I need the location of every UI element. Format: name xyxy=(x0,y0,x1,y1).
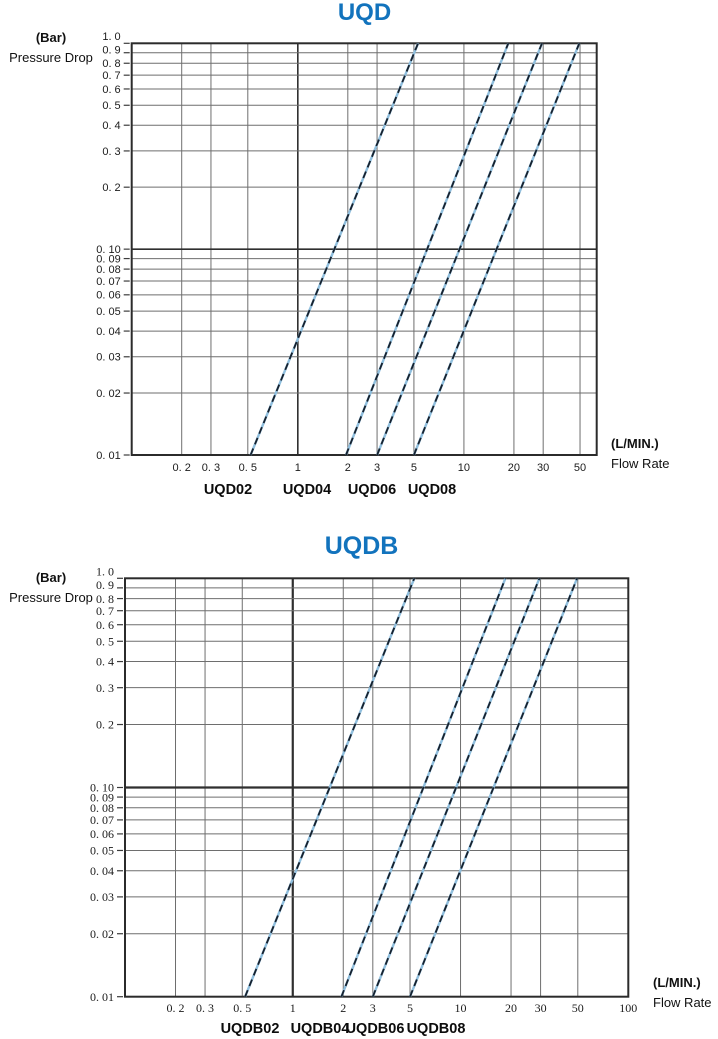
svg-text:0. 10: 0. 10 xyxy=(96,244,120,256)
svg-text:0. 05: 0. 05 xyxy=(96,306,120,318)
svg-text:0. 04: 0. 04 xyxy=(90,864,114,878)
svg-text:0. 5: 0. 5 xyxy=(96,634,114,648)
series-label-uqd02: UQD02 xyxy=(203,482,253,498)
svg-text:1: 1 xyxy=(290,1001,296,1015)
svg-text:20: 20 xyxy=(505,1001,517,1015)
flow-rate-axis-label: (L/MIN.) Flow Rate xyxy=(653,975,718,1010)
svg-text:0. 3: 0. 3 xyxy=(96,681,114,695)
pressure-name-label: Pressure Drop xyxy=(9,590,93,605)
svg-text:0. 8: 0. 8 xyxy=(102,58,120,70)
svg-text:0. 3: 0. 3 xyxy=(196,1001,214,1015)
svg-text:1: 1 xyxy=(295,462,301,474)
uqd-chart-section: UQD (Bar) Pressure Drop 0. 2 0. 3 0. 5 1 2 3 5… xyxy=(0,0,701,498)
svg-text:2: 2 xyxy=(340,1001,346,1015)
svg-text:0. 2: 0. 2 xyxy=(96,718,114,732)
svg-text:0. 10: 0. 10 xyxy=(90,781,114,795)
svg-text:1. 0: 1. 0 xyxy=(102,31,120,43)
pressure-unit-label: (Bar) xyxy=(35,570,67,585)
uqd-plot-area: 0. 2 0. 3 0. 5 1 2 3 5 10 20 30 50 1. 0 0. 90. 80. 7… xyxy=(96,31,598,474)
svg-text:0. 5: 0. 5 xyxy=(233,1001,251,1015)
svg-text:3: 3 xyxy=(374,462,380,474)
svg-text:0. 4: 0. 4 xyxy=(102,120,120,132)
pressure-unit-label: (Bar) xyxy=(35,30,67,45)
svg-text:0. 3: 0. 3 xyxy=(202,462,220,474)
svg-text:0. 7: 0. 7 xyxy=(96,604,114,618)
svg-text:5: 5 xyxy=(411,462,417,474)
uqd-chart-title: UQD xyxy=(337,0,392,26)
series-label-uqdb08: UQDB08 xyxy=(406,1021,466,1037)
series-label-uqdb06: UQDB06 xyxy=(345,1021,405,1037)
svg-text:10: 10 xyxy=(458,462,470,474)
pressure-name-label: Pressure Drop xyxy=(9,50,93,65)
svg-text:100: 100 xyxy=(619,1001,637,1015)
flow-rate-axis-label: (L/MIN.) Flow Rate xyxy=(611,436,701,471)
svg-text:0. 2: 0. 2 xyxy=(167,1001,185,1015)
svg-text:0. 5: 0. 5 xyxy=(239,462,257,474)
svg-text:0. 03: 0. 03 xyxy=(90,890,114,904)
svg-text:0. 09: 0. 09 xyxy=(96,253,120,265)
flow-unit-label: (L/MIN.) xyxy=(653,975,701,990)
svg-text:0. 06: 0. 06 xyxy=(96,290,120,302)
svg-text:0. 01: 0. 01 xyxy=(96,450,120,462)
svg-text:50: 50 xyxy=(574,462,586,474)
svg-text:0. 4: 0. 4 xyxy=(96,655,114,669)
series-label-uqd06: UQD06 xyxy=(347,482,397,498)
uqdb-chart-section: UQDB (Bar) Pressure Drop 0. 2 0. 3 0. 5 1 2 3… xyxy=(0,530,718,1039)
svg-text:20: 20 xyxy=(508,462,520,474)
svg-text:5: 5 xyxy=(407,1001,413,1015)
series-label-uqdb04: UQDB04 xyxy=(290,1021,350,1037)
series-label-uqdb02: UQDB02 xyxy=(220,1021,280,1037)
svg-text:0. 7: 0. 7 xyxy=(102,70,120,82)
svg-text:0. 5: 0. 5 xyxy=(102,100,120,112)
svg-text:0. 2: 0. 2 xyxy=(102,182,120,194)
svg-text:0. 08: 0. 08 xyxy=(90,801,114,815)
flow-name-label: Flow Rate xyxy=(611,456,670,471)
svg-text:0. 07: 0. 07 xyxy=(90,813,114,827)
pressure-drop-axis-label: (Bar) Pressure Drop xyxy=(0,570,106,605)
svg-text:50: 50 xyxy=(572,1001,584,1015)
flow-name-label: Flow Rate xyxy=(653,995,712,1010)
svg-text:2: 2 xyxy=(345,462,351,474)
svg-text:10: 10 xyxy=(455,1001,467,1015)
svg-text:0. 07: 0. 07 xyxy=(96,276,120,288)
svg-text:0. 02: 0. 02 xyxy=(96,388,120,400)
svg-text:0. 06: 0. 06 xyxy=(90,827,114,841)
svg-text:30: 30 xyxy=(535,1001,547,1015)
flow-unit-label: (L/MIN.) xyxy=(611,436,659,451)
svg-text:0. 05: 0. 05 xyxy=(90,844,114,858)
series-label-uqd08: UQD08 xyxy=(407,482,457,498)
series-label-uqd04: UQD04 xyxy=(282,482,332,498)
svg-text:0. 2: 0. 2 xyxy=(173,462,191,474)
svg-text:0. 08: 0. 08 xyxy=(96,264,120,276)
svg-text:0. 03: 0. 03 xyxy=(96,352,120,364)
uqdb-chart-title: UQDB xyxy=(324,532,399,560)
svg-text:0. 3: 0. 3 xyxy=(102,146,120,158)
svg-text:0. 09: 0. 09 xyxy=(90,790,114,804)
svg-text:0. 6: 0. 6 xyxy=(102,84,120,96)
svg-text:0. 8: 0. 8 xyxy=(96,592,114,606)
svg-text:0. 6: 0. 6 xyxy=(96,618,114,632)
svg-text:0. 9: 0. 9 xyxy=(102,45,120,57)
svg-text:0. 01: 0. 01 xyxy=(90,990,114,1004)
svg-text:0. 04: 0. 04 xyxy=(96,326,120,338)
svg-text:30: 30 xyxy=(537,462,549,474)
pressure-drop-axis-label: (Bar) Pressure Drop xyxy=(0,30,106,65)
svg-text:3: 3 xyxy=(370,1001,376,1015)
svg-text:0. 02: 0. 02 xyxy=(90,927,114,941)
svg-text:1. 0: 1. 0 xyxy=(96,565,114,579)
svg-text:0. 9: 0. 9 xyxy=(96,578,114,592)
